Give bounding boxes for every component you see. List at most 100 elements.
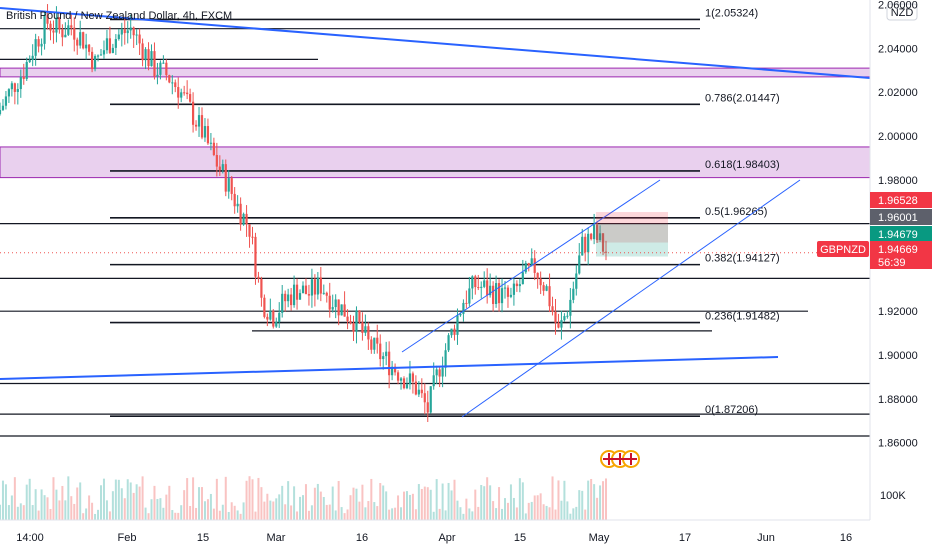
volume-bar [429, 489, 432, 520]
volume-bar [55, 489, 58, 520]
candle-body [260, 278, 263, 298]
candle-body [251, 236, 254, 238]
candle-body [272, 311, 275, 327]
candle-body [533, 258, 536, 273]
volume-bar [447, 482, 450, 520]
volume-bar [414, 509, 417, 520]
chart-title: British Pound / New Zealand Dollar, 4h, … [6, 10, 232, 22]
volume-bar [70, 496, 73, 520]
volume-bar [162, 507, 165, 520]
volume-bar [251, 479, 254, 520]
volume-bar [230, 502, 233, 520]
fib-level-label: 0.382(1.94127) [705, 253, 780, 265]
candle-body [221, 164, 224, 171]
candle-body [545, 286, 548, 291]
news-flag-icons[interactable] [600, 450, 640, 468]
volume-bar [209, 493, 212, 520]
volume-bar [85, 508, 88, 520]
candle-body [19, 76, 22, 90]
volume-bar [515, 507, 518, 520]
price-tick-label: 1.86000 [878, 438, 918, 450]
volume-bar [352, 487, 355, 520]
gray-price-text: 1.96001 [878, 212, 918, 224]
volume-bar [275, 498, 278, 520]
volume-bar [340, 507, 343, 520]
candle-body [364, 326, 367, 333]
candle-body [334, 299, 337, 308]
candle-body [117, 34, 120, 40]
candle-body [90, 51, 94, 70]
last-price-tag [870, 241, 932, 269]
candle-body [444, 350, 447, 368]
volume-bar [486, 477, 489, 520]
candle-body [79, 32, 82, 46]
stop-price-text: 1.96528 [878, 195, 918, 207]
candle-body [367, 326, 370, 340]
volume-bar [509, 484, 512, 520]
volume-bar [263, 501, 266, 520]
supply-zone[interactable] [0, 67, 871, 78]
volume-bar [224, 476, 227, 520]
volume-bar [13, 477, 16, 520]
candle-body [120, 29, 123, 35]
volume-bar [189, 506, 192, 520]
volume-bar [397, 495, 400, 520]
time-tick-label: Apr [438, 532, 455, 544]
candle-body [468, 288, 471, 304]
volume-bar [536, 495, 539, 520]
currency-badge-label: NZD [891, 7, 914, 19]
candle-body [601, 233, 605, 252]
candle-body [203, 126, 207, 138]
currency-badge[interactable] [886, 3, 918, 21]
supply-zone[interactable] [0, 146, 871, 179]
candle-body [162, 62, 165, 64]
channel-lower-line[interactable] [461, 179, 801, 418]
volume-bar [334, 510, 337, 520]
volume-bar [52, 477, 55, 520]
candle-body [566, 315, 569, 317]
candle-body [200, 115, 204, 138]
volume-bar [373, 502, 376, 520]
ascending-trendline[interactable] [0, 356, 779, 380]
volume-bar [385, 491, 388, 520]
candle-body [31, 55, 34, 60]
candle-body [423, 393, 426, 403]
descending-trendline[interactable] [0, 7, 871, 79]
channel-upper-line[interactable] [401, 179, 661, 353]
candle-body [206, 126, 210, 144]
volume-bar [346, 509, 349, 520]
candle-body [337, 299, 340, 316]
candle-body [141, 43, 144, 61]
volume-bar [248, 476, 251, 520]
volume-bar [313, 487, 316, 520]
volume-bar [61, 485, 64, 520]
volume-bar [563, 480, 566, 520]
volume-bar [394, 507, 397, 520]
volume-bar [129, 482, 132, 520]
volume-bar [518, 478, 521, 520]
candle-body [34, 39, 37, 56]
volume-bar [566, 501, 569, 520]
candle-body [385, 351, 388, 357]
candle-body [242, 213, 245, 225]
candle-body [563, 316, 566, 321]
take-profit-zone[interactable] [596, 224, 668, 257]
candle-body [402, 378, 406, 389]
volume-bar [599, 485, 602, 520]
volume-bar [474, 489, 477, 520]
candle-body [13, 83, 16, 92]
candle-body [506, 287, 510, 297]
candle-body [343, 304, 346, 317]
candle-body [269, 311, 272, 320]
candle-body [150, 51, 153, 67]
volume-bar [16, 506, 19, 520]
volume-bar [299, 496, 302, 520]
time-tick-label: Jun [757, 532, 775, 544]
candle-body [275, 321, 278, 327]
volume-bar [379, 483, 382, 520]
volume-bar [126, 479, 129, 520]
stop-loss-zone[interactable] [596, 212, 668, 243]
candle-body [126, 30, 129, 34]
time-tick-label: 16 [356, 532, 368, 544]
